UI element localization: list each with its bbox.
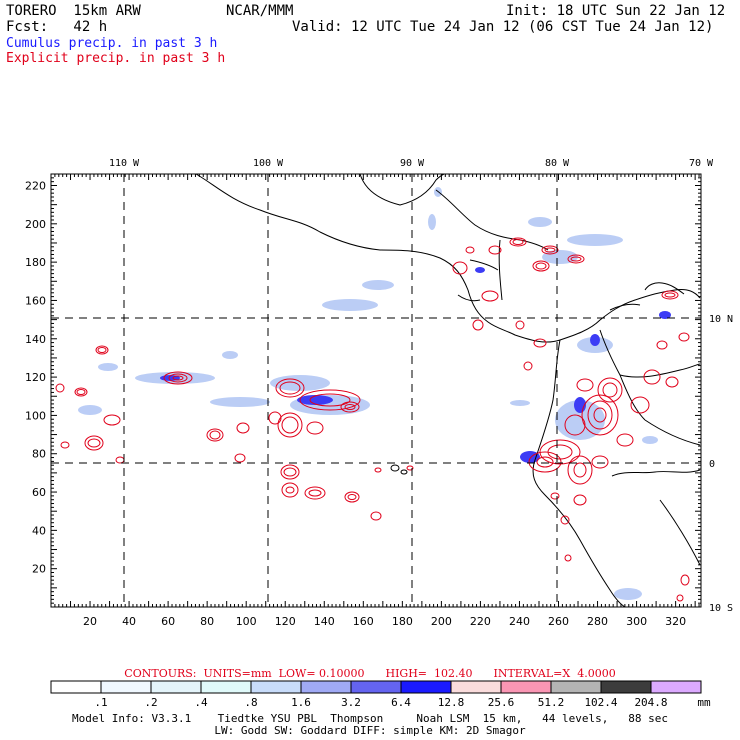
explicit-legend: Explicit precip. in past 3 h [6,51,226,66]
explicit-precip-contours [55,237,690,602]
y-tick-label: 20 [32,563,46,576]
colorbar-swatch [350,680,402,694]
contours-info: CONTOURS: UNITS=mm LOW= 0.10000 HIGH= 10… [124,667,616,680]
colorbar-label: 204.8 [634,696,668,709]
colorbar-swatch [100,680,152,694]
y-tick-label: 140 [25,333,46,346]
map-frame [50,173,702,608]
y-tick-label: 120 [25,371,46,384]
colorbar-swatch [400,680,452,694]
latlon-grid [51,174,701,607]
lat-label-10s: 10 S [709,603,733,614]
colorbar-label: .4 [194,696,208,709]
valid-time: Valid: 12 UTC Tue 24 Jan 12 (06 CST Tue … [292,19,714,35]
x-tick-label: 60 [161,615,175,628]
y-tick-label: 80 [32,448,46,461]
colorbar-swatch [150,680,202,694]
x-tick-label: 240 [509,615,530,628]
forecast-hour: Fcst: 42 h [6,19,108,35]
x-tick-label: 20 [83,615,97,628]
colorbar-swatch [600,680,652,694]
latitude-labels: 10 N 0 10 S [709,314,733,614]
x-tick-label: 100 [236,615,257,628]
y-tick-label: 200 [25,218,46,231]
x-tick-label: 180 [392,615,413,628]
x-tick-label: 40 [122,615,136,628]
colorbar-swatch [500,680,552,694]
cumulus-legend: Cumulus precip. in past 3 h [6,36,218,51]
colorbar-label: 25.6 [487,696,515,709]
x-tick-label: 280 [587,615,608,628]
colorbar-swatch [550,680,602,694]
x-tick-marks [54,174,700,607]
lat-label-10n: 10 N [709,314,733,325]
colorbar-label: .2 [144,696,158,709]
x-tick-label: 220 [470,615,491,628]
y-tick-label: 40 [32,524,46,537]
lon-label-90w: 90 W [400,158,425,169]
colorbar-label: .1 [94,696,108,709]
model-title: TORERO 15km ARW [6,3,141,19]
model-info-line2: LW: Godd SW: Goddard DIFF: simple KM: 2D… [214,724,526,737]
colorbar-label: 12.8 [437,696,465,709]
x-tick-label: 260 [548,615,569,628]
colorbar-label: 51.2 [537,696,565,709]
x-tick-label: 120 [275,615,296,628]
y-tick-label: 60 [32,486,46,499]
x-tick-label: 320 [665,615,686,628]
model-info-line1: Model Info: V3.3.1 Tiedtke YSU PBL Thomp… [71,712,669,725]
center-label: NCAR/MMM [226,3,294,19]
colorbar-swatch [250,680,302,694]
colorbar-swatch [50,680,102,694]
y-tick-label: 180 [25,256,46,269]
colorbar-swatch [450,680,502,694]
x-tick-label: 160 [353,615,374,628]
lon-label-110w: 110 W [109,158,140,169]
y-tick-labels: 20 40 60 80 100 120 140 160 180 200 220 [25,179,46,575]
x-tick-labels: 20 40 60 80 100 120 140 160 180 200 220 240 260 280 30… [83,615,686,628]
x-tick-label: 140 [314,615,335,628]
colorbar-label: 6.4 [391,696,411,709]
colorbar-label: 1.6 [291,696,311,709]
x-tick-label: 80 [200,615,214,628]
coastlines [195,173,701,608]
colorbar-swatch [650,680,702,694]
x-tick-label: 300 [626,615,647,628]
colorbar-label: 3.2 [341,696,361,709]
y-tick-label: 100 [25,409,46,422]
lon-label-80w: 80 W [545,158,570,169]
colorbar-label: 102.4 [584,696,618,709]
init-time: Init: 18 UTC Sun 22 Jan 12 [506,3,726,19]
lat-label-0: 0 [709,459,715,470]
longitude-labels: 110 W 100 W 90 W 80 W 70 W [109,158,714,169]
colorbar-swatch [300,680,352,694]
colorbar [50,680,702,694]
colorbar-swatch [200,680,252,694]
colorbar-label: mm [697,696,711,709]
y-tick-marks [51,177,701,604]
y-tick-label: 220 [25,179,46,192]
y-tick-label: 160 [25,294,46,307]
lon-label-100w: 100 W [253,158,284,169]
lon-label-70w: 70 W [689,158,714,169]
colorbar-label: .8 [244,696,258,709]
x-tick-label: 200 [431,615,452,628]
